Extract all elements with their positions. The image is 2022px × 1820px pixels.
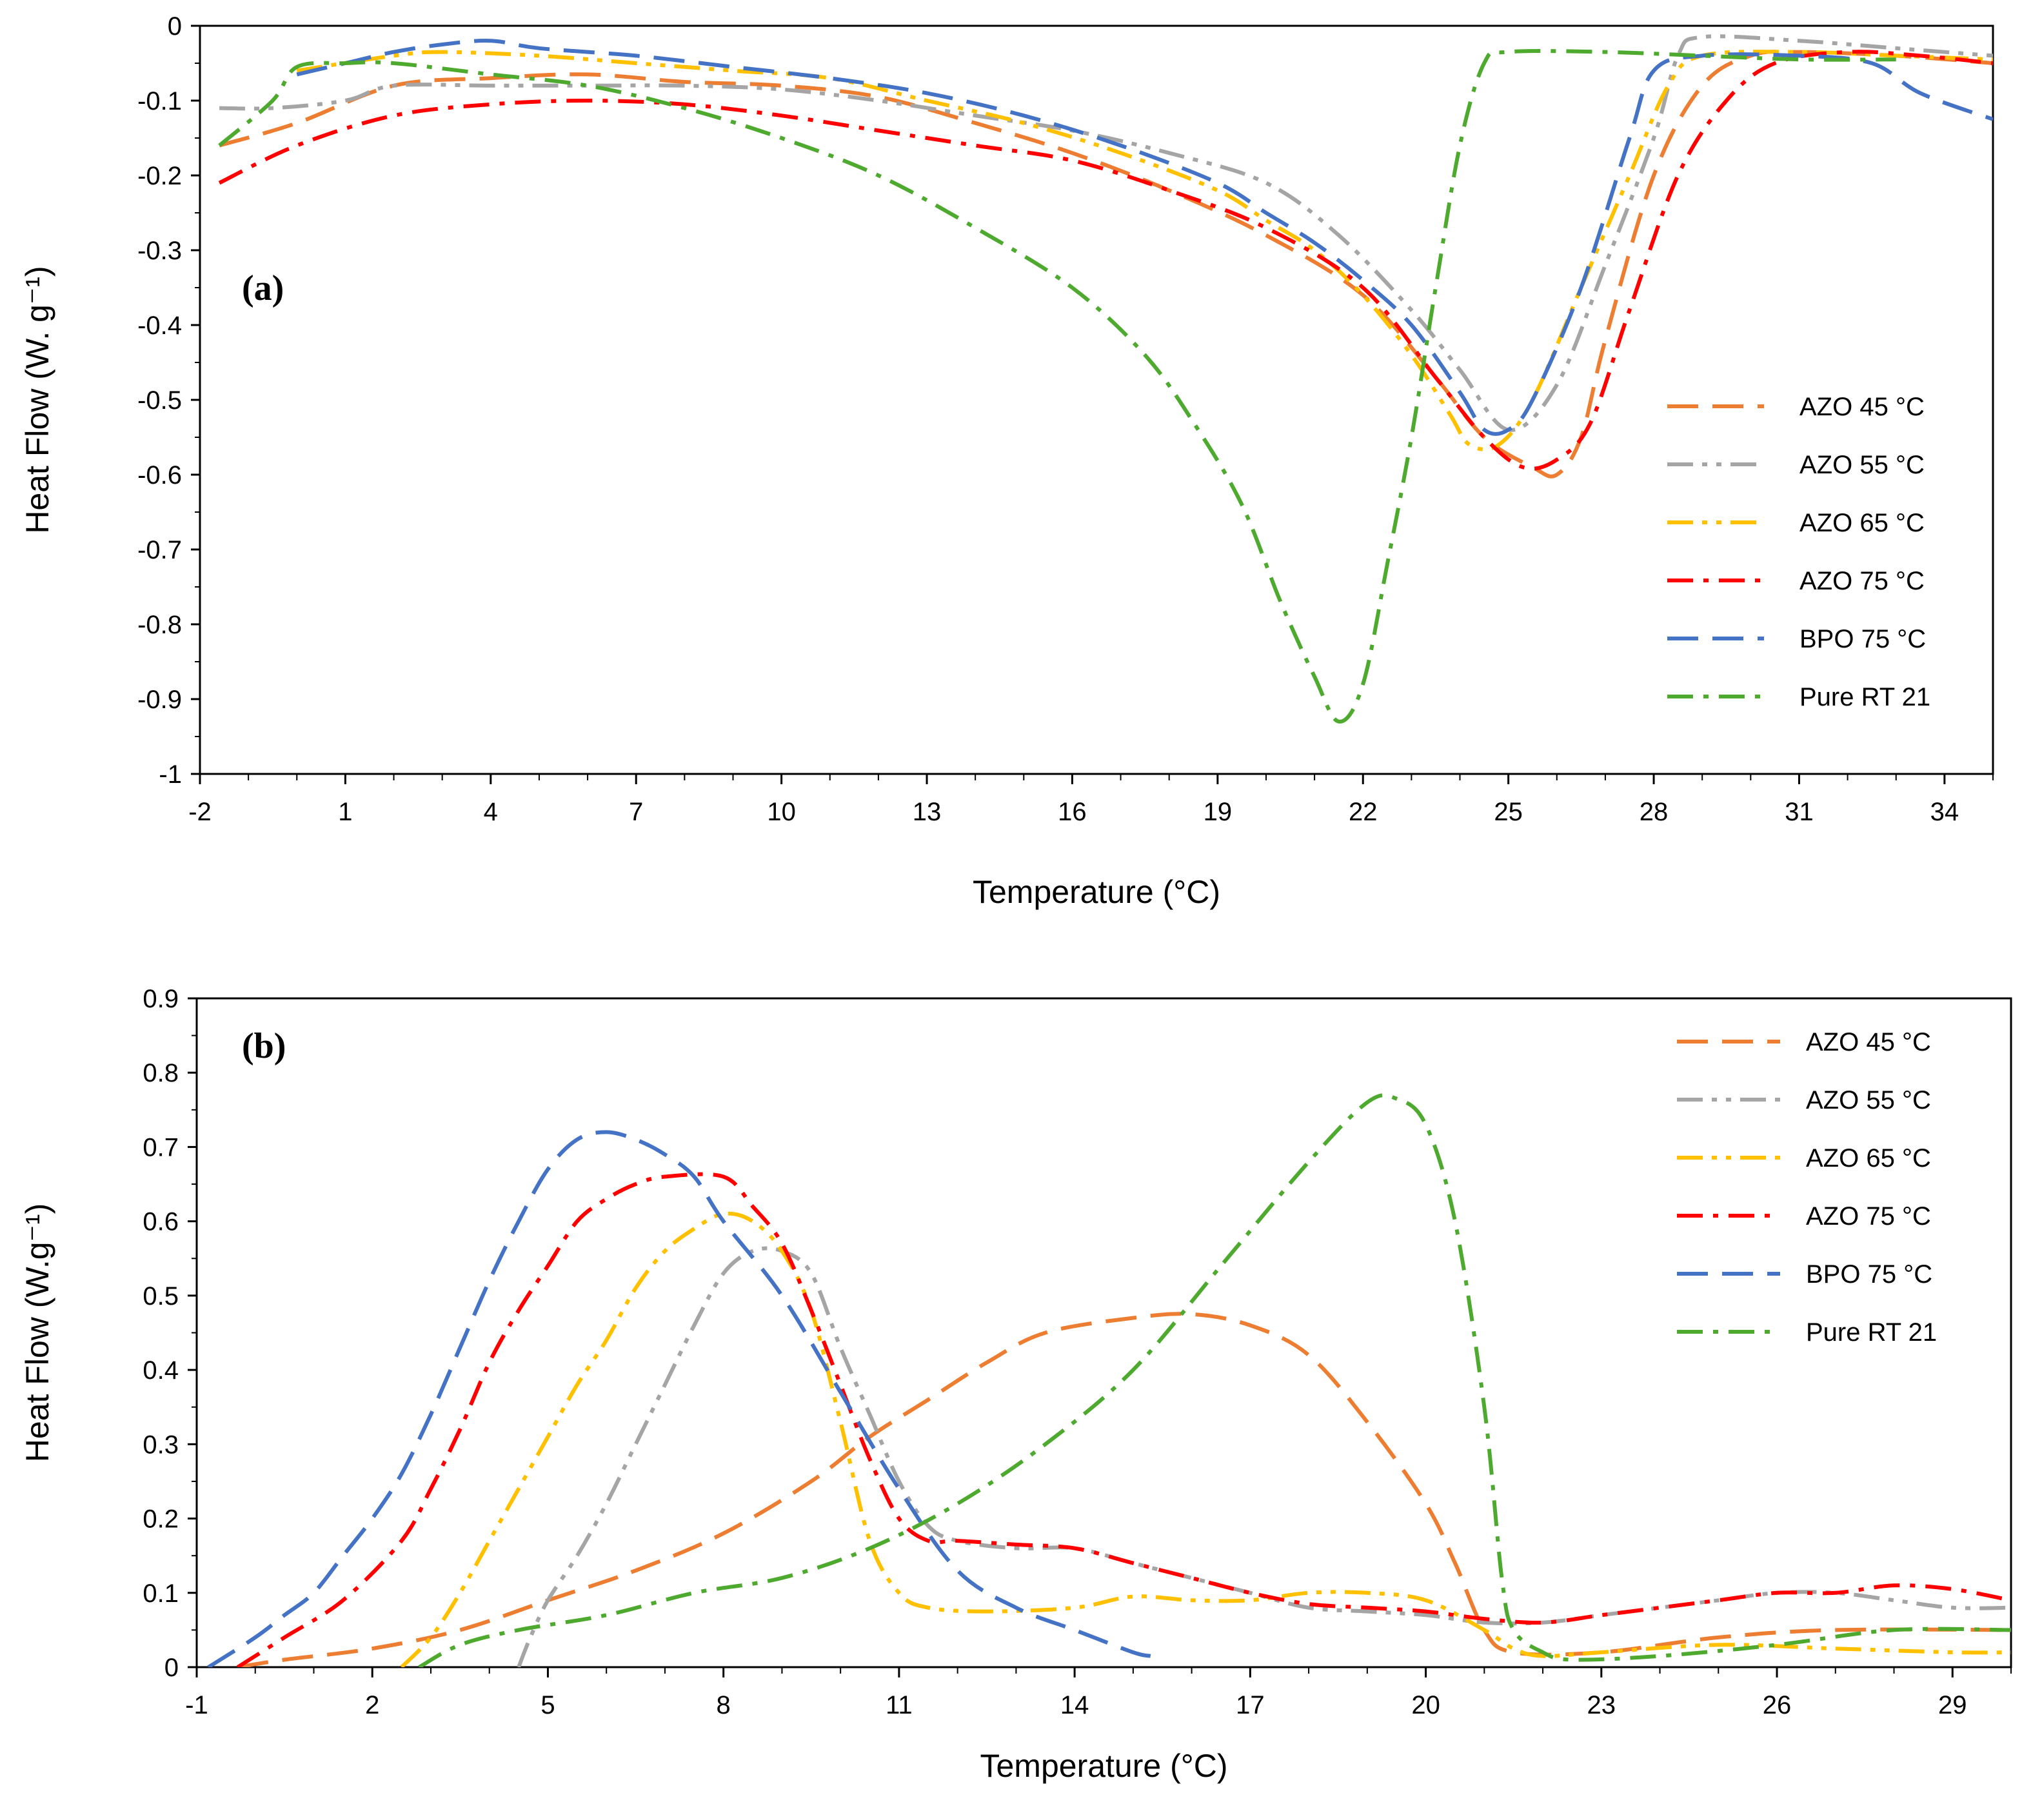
y-tick-label: -1 [159,760,182,789]
y-tick-label: -0.5 [137,386,182,415]
legend-label: AZO 45 °C [1799,393,1925,421]
x-tick-label: 10 [767,798,796,826]
legend-label: AZO 55 °C [1799,451,1925,479]
y-tick-label: -0.8 [137,611,182,639]
series-line-azo-65-c [400,1211,2011,1667]
series-group [207,1093,2011,1667]
y-tick-label: 0 [168,12,182,41]
legend-label: AZO 65 °C [1799,509,1925,537]
x-tick-label: -1 [185,1691,208,1719]
x-tick-label: 26 [1763,1691,1792,1719]
series-line-azo-45-c [219,50,1993,479]
series-line-azo-45-c [237,1312,2011,1667]
y-axis-title: Heat Flow (W.g⁻¹) [19,1203,55,1462]
y-tick-label: -0.1 [137,87,182,115]
legend-label: AZO 65 °C [1806,1144,1931,1172]
y-tick-label: 0.4 [143,1356,179,1385]
y-tick-label: -0.9 [137,686,182,714]
x-tick-label: 31 [1785,798,1814,826]
y-tick-label: -0.3 [137,237,182,265]
series-line-bpo-75-c [207,1130,1151,1667]
panel-label: (a) [242,268,284,308]
x-axis-title: Temperature (°C) [980,1748,1228,1784]
series-line-azo-75-c [236,1172,2011,1667]
x-tick-label: 5 [540,1691,555,1719]
y-tick-label: -0.7 [137,536,182,564]
legend-label: Pure RT 21 [1806,1318,1937,1347]
series-line-pure-rt-21 [418,1093,2011,1667]
chart-panel-a: 0 -0.1 -0.2 -0.3 -0.4 -0.5 -0.6 -0.7 -0.8 -0.9 -1-… [19,12,1994,910]
series-line-pure-rt-21 [218,49,1896,724]
x-tick-label: 1 [338,798,352,826]
y-tick-label: 0.1 [143,1579,179,1608]
series-line-azo-75-c [218,50,1993,471]
series-line-bpo-75-c [296,39,1993,436]
legend-label: Pure RT 21 [1799,683,1930,711]
x-tick-label: 8 [717,1691,731,1719]
x-tick-label: 19 [1204,798,1233,826]
x-tick-label: -2 [188,798,212,826]
series-line-azo-65-c [296,50,1993,451]
series-group [218,34,1993,724]
series-line-azo-55-c [517,1246,2011,1667]
x-tick-label: 7 [629,798,643,826]
y-tick-label: 0.3 [143,1430,179,1459]
legend-label: AZO 75 °C [1806,1202,1931,1231]
legend-label: BPO 75 °C [1799,625,1926,653]
y-tick-label: -0.2 [137,162,182,190]
y-tick-label: 0.2 [143,1505,179,1534]
legend-label: BPO 75 °C [1806,1260,1932,1289]
y-tick-label: 0 [164,1654,179,1682]
x-tick-label: 2 [365,1691,379,1719]
chart-panel-b: 0 0.1 0.2 0.3 0.4 0.5 0.6 0.7 0.8 0.9 -1 2 5 8 11 14 17 2… [19,985,2012,1784]
y-tick-label: -0.4 [137,312,182,340]
legend-label: AZO 55 °C [1806,1086,1931,1114]
y-tick-label: 0.8 [143,1059,179,1087]
y-axis-title: Heat Flow (W. g⁻¹) [19,266,55,533]
x-tick-label: 13 [913,798,942,826]
x-tick-label: 28 [1640,798,1669,826]
x-tick-label: 29 [1938,1691,1967,1719]
x-tick-label: 4 [484,798,498,826]
y-tick-label: -0.6 [137,461,182,490]
panel-label: (b) [242,1026,286,1066]
x-axis-title: Temperature (°C) [973,874,1220,910]
x-tick-label: 34 [1930,798,1959,826]
plot-area-frame [199,25,1994,775]
x-tick-label: 23 [1587,1691,1616,1719]
x-tick-label: 14 [1060,1691,1089,1719]
x-tick-label: 25 [1494,798,1523,826]
legend-label: AZO 45 °C [1806,1028,1931,1056]
x-tick-label: 11 [886,1691,913,1719]
x-tick-label: 17 [1236,1691,1265,1719]
y-tick-label: 0.5 [143,1282,179,1311]
x-tick-label: 16 [1058,798,1087,826]
x-tick-label: 20 [1411,1691,1440,1719]
y-tick-label: 0.6 [143,1208,179,1236]
legend-label: AZO 75 °C [1799,567,1925,595]
y-tick-label: 0.7 [143,1133,179,1162]
x-tick-label: 22 [1349,798,1378,826]
series-line-azo-55-c [219,34,1993,432]
y-tick-label: 0.9 [143,985,179,1013]
